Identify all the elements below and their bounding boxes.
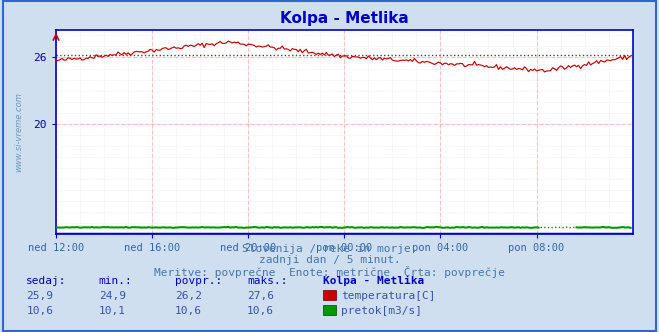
Text: 10,6: 10,6 bbox=[247, 306, 274, 316]
Text: povpr.:: povpr.: bbox=[175, 276, 222, 286]
Text: maks.:: maks.: bbox=[247, 276, 287, 286]
Text: zadnji dan / 5 minut.: zadnji dan / 5 minut. bbox=[258, 255, 401, 265]
Text: Meritve: povprečne  Enote: metrične  Črta: povprečje: Meritve: povprečne Enote: metrične Črta:… bbox=[154, 266, 505, 278]
Text: 10,1: 10,1 bbox=[99, 306, 126, 316]
Text: 24,9: 24,9 bbox=[99, 291, 126, 301]
Text: pretok[m3/s]: pretok[m3/s] bbox=[341, 306, 422, 316]
Text: 26,2: 26,2 bbox=[175, 291, 202, 301]
Text: 25,9: 25,9 bbox=[26, 291, 53, 301]
Text: 10,6: 10,6 bbox=[175, 306, 202, 316]
Text: Slovenija / reke in morje.: Slovenija / reke in morje. bbox=[242, 244, 417, 254]
Text: min.:: min.: bbox=[99, 276, 132, 286]
Text: sedaj:: sedaj: bbox=[26, 276, 67, 286]
Text: 10,6: 10,6 bbox=[26, 306, 53, 316]
Title: Kolpa - Metlika: Kolpa - Metlika bbox=[280, 11, 409, 26]
Text: Kolpa - Metlika: Kolpa - Metlika bbox=[323, 276, 424, 286]
Text: 27,6: 27,6 bbox=[247, 291, 274, 301]
Text: www.si-vreme.com: www.si-vreme.com bbox=[14, 92, 23, 172]
Text: temperatura[C]: temperatura[C] bbox=[341, 291, 436, 301]
